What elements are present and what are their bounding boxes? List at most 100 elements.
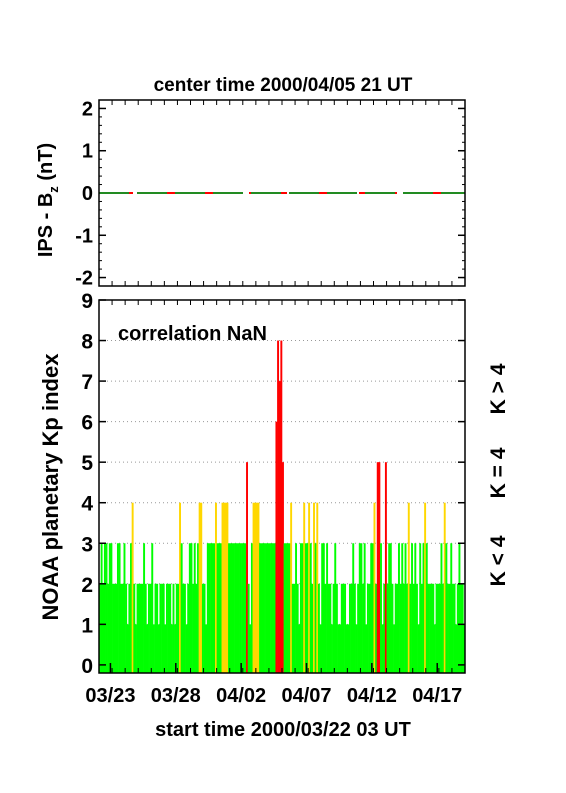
kp-bar [430,583,433,673]
kp-bar [425,543,428,673]
kp-bar [175,583,178,673]
kp-bar [255,502,258,673]
kp-bar [422,543,425,673]
kp-bar [324,583,327,673]
kp-bar [406,583,409,673]
kp-bar [264,543,266,673]
kp-bar [319,624,322,673]
kp-bar [193,543,196,673]
kp-bar [326,543,329,673]
kp-bar [268,543,271,673]
kp-bar [371,543,374,673]
kp-bar [99,583,101,673]
kp-bar [239,543,242,673]
kp-bar [407,502,410,673]
kp-bar [331,624,333,673]
kp-bar [386,583,389,673]
kp-bar [291,583,294,673]
kp-bar [177,583,180,673]
kp-bar [309,543,312,673]
kp-bar [148,583,150,673]
kp-bar [254,502,257,673]
kp-bar [376,462,379,673]
kp-bar [344,583,347,673]
kp-bar [288,543,291,673]
kp-correlation-annotation: correlation NaN [118,323,267,345]
kp-bar [335,583,338,673]
kp-bar [401,543,404,673]
kp-bar [103,543,106,673]
kp-bars [99,340,466,673]
kp-bar [260,543,263,673]
kp-bar [267,543,270,673]
kp-bar [334,543,337,673]
bz-y-tick-label: -2 [75,268,93,290]
kp-bar [218,543,221,673]
kp-bar [223,502,226,673]
kp-bar [350,583,353,673]
kp-bar [165,583,168,673]
kp-bar [435,583,438,673]
kp-panel: 0 1 2 3 4 5 6 7 8 9 03/23 03/28 04/02 04/07 04/12 04/1… [38,100,510,741]
kp-bar [151,543,154,673]
kp-y-axis-label: NOAA planetary Kp index [38,353,63,621]
kp-x-tick-label: 03/23 [85,685,135,707]
kp-bar [432,583,435,673]
kp-bar [365,624,368,673]
kp-y-tick-label: 1 [81,614,93,637]
kp-bar [188,543,191,673]
kp-bar [391,583,394,673]
bz-y-tick-label: 0 [82,183,93,205]
kp-bar [105,543,108,673]
kp-bar [399,583,402,673]
kp-bar [306,543,309,673]
kp-bar [272,543,275,673]
kp-bar [208,543,211,673]
kp-bar [420,583,423,673]
kp-y-tick-label: 3 [81,533,93,556]
kp-bar [366,583,369,673]
kp-bar [250,543,253,673]
kp-bar [174,624,177,673]
kp-bar [192,583,195,673]
bz-panel: center time 2000/04/05 21 UT IPS - Bz (n… [35,75,466,290]
kp-bar [383,583,386,673]
kp-bar [290,502,293,673]
kp-bar [115,583,118,673]
kp-bar [167,583,170,673]
kp-bar [355,624,358,673]
kp-bar [384,462,387,673]
kp-y-tick-label: 9 [81,290,93,313]
kp-bar [226,502,229,673]
kp-bar [448,583,451,673]
kp-bar [156,583,159,673]
kp-bar [100,543,103,673]
kp-bar [149,583,152,673]
kp-bar [201,583,204,673]
kp-bar [112,583,115,673]
kp-bar [370,543,373,673]
kp-bar [455,624,458,673]
kp-bar [205,624,208,673]
kp-bar [415,583,418,673]
kp-bar [381,624,384,673]
kp-bar [362,583,364,673]
kp-bar [352,543,355,673]
kp-bar [275,421,278,673]
kp-bar [345,624,348,673]
bz-y-axis-label: IPS - Bz (nT) [35,143,61,257]
kp-y-tick-label: 6 [81,412,93,435]
kp-bar [121,583,124,673]
kp-bar [321,543,324,673]
svg-text:IPS - Bz (nT): IPS - Bz (nT) [35,143,61,257]
kp-bar [286,543,289,673]
kp-bar [327,583,330,673]
kp-bar [195,583,198,673]
kp-bar [152,624,155,673]
kp-bar [200,502,203,673]
kp-bar [203,583,206,673]
kp-bar [216,543,219,673]
kp-bar [179,502,181,673]
kp-bar [143,543,146,673]
kp-bar [265,543,268,673]
